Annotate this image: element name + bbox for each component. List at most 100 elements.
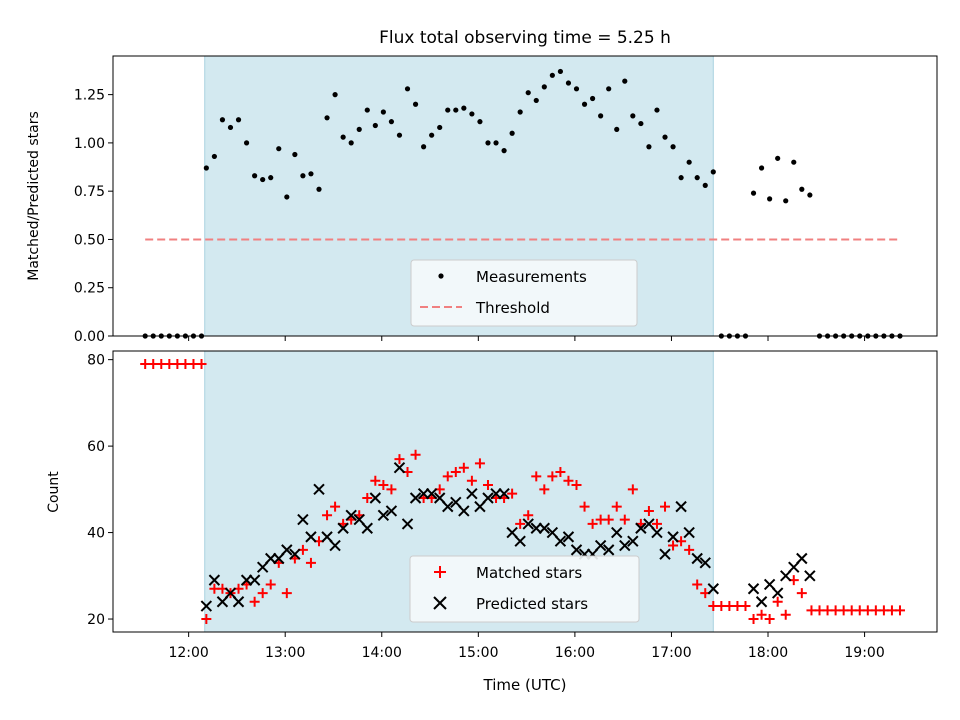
top-y-axis-label: Matched/Predicted stars — [26, 111, 42, 281]
top-y-tick-label: 1.00 — [74, 136, 105, 152]
measurement-point — [758, 165, 765, 171]
predicted-star-point — [232, 596, 245, 608]
predicted-star-point — [353, 513, 365, 526]
predicted-star-point — [771, 587, 784, 599]
chart-title: Flux total observing time = 5.25 h — [379, 28, 671, 48]
measurement-point — [799, 186, 805, 192]
predicted-star-point — [256, 561, 269, 573]
measurement-point — [630, 113, 636, 119]
bottom-x-tick-label: 15:00 — [458, 645, 498, 661]
matched-star-point — [330, 501, 341, 512]
predicted-star-point — [667, 531, 679, 543]
measurement-point — [702, 182, 708, 188]
predicted-star-point — [788, 561, 800, 573]
bottom-x-tick-label: 17:00 — [651, 645, 691, 661]
measurement-point — [227, 124, 234, 131]
measurement-point — [235, 117, 242, 123]
matched-star-point — [772, 596, 783, 607]
matched-star-point — [555, 467, 566, 478]
measurement-point — [517, 109, 523, 115]
measurement-point — [300, 173, 306, 179]
top-x-axis — [188, 336, 866, 341]
predicted-star-point — [546, 526, 559, 539]
measurement-point — [356, 126, 362, 132]
bottom-x-axis: 12:00 13:00 14:00 15:00 16:00 17:00 18:00 19:00 — [168, 632, 885, 661]
predicted-star-point — [200, 600, 213, 612]
measurement-point — [292, 151, 298, 158]
measurement-point — [324, 115, 330, 121]
matched-star-point — [619, 514, 630, 525]
matched-star-point — [201, 614, 212, 625]
measurement-point — [276, 146, 282, 152]
predicted-star-point — [538, 522, 551, 534]
matched-star-point — [603, 514, 614, 525]
predicted-star-point — [409, 492, 422, 504]
measurement-point — [606, 86, 612, 92]
measurement-point — [509, 130, 515, 136]
predicted-star-point — [562, 531, 575, 543]
measurement-point — [316, 186, 322, 192]
measurement-point — [614, 126, 620, 132]
matched-star-point — [450, 467, 461, 478]
predicted-star-point — [651, 526, 663, 539]
matched-star-point — [466, 475, 477, 486]
predicted-star-point — [450, 496, 462, 509]
measurement-point — [429, 132, 435, 138]
predicted-star-point — [433, 492, 446, 504]
bottom-y-tick-label: 20 — [87, 612, 105, 628]
predicted-star-point — [747, 583, 760, 595]
predicted-star-point — [482, 492, 494, 504]
matched-star-point — [660, 501, 671, 512]
ratio-panel: 0.00 0.25 0.50 0.75 1.00 1.25 Matched/Predict… — [26, 55, 938, 345]
predicted-star-point — [619, 539, 631, 552]
predicted-star-point — [474, 500, 486, 513]
matched-star-point — [563, 475, 574, 486]
bottom-x-tick-label: 18:00 — [748, 645, 788, 661]
bottom-x-tick-label: 16:00 — [555, 645, 595, 661]
measurement-point — [396, 132, 403, 138]
predicted-star-point — [796, 552, 808, 565]
matched-star-point — [386, 484, 397, 495]
predicted-star-point — [369, 492, 382, 504]
predicted-star-point — [643, 518, 655, 530]
measurement-point — [453, 107, 459, 113]
predicted-star-point — [804, 570, 816, 582]
measurement-point — [581, 101, 588, 107]
legend-measurements-marker — [438, 273, 444, 279]
top-legend: Measurements Threshold — [410, 259, 638, 327]
predicted-star-point — [570, 544, 583, 556]
count-points — [140, 358, 905, 625]
predicted-star-point — [281, 544, 293, 556]
matched-star-point — [547, 471, 558, 482]
top-y-axis: 0.00 0.25 0.50 0.75 1.00 1.25 — [74, 88, 113, 345]
bottom-legend-box — [409, 555, 640, 623]
measurement-point — [477, 119, 483, 125]
predicted-star-point — [611, 526, 623, 539]
top-y-tick-label: 0.75 — [74, 184, 105, 200]
matched-star-point — [482, 480, 493, 491]
measurement-point — [284, 194, 290, 200]
matched-star-point — [627, 484, 638, 495]
bottom-plot-frame — [112, 350, 938, 633]
predicted-star-point — [289, 548, 301, 560]
predicted-star-point — [683, 526, 695, 539]
measurement-point — [260, 176, 266, 183]
measurement-point — [598, 113, 604, 119]
legend-measurements-label: Measurements — [476, 268, 587, 286]
bottom-x-tick-label: 12:00 — [168, 645, 208, 661]
measurement-point — [622, 78, 628, 84]
measurement-point — [710, 169, 716, 175]
matched-star-point — [531, 471, 542, 482]
top-y-tick-label: 0.50 — [74, 232, 105, 248]
matched-star-point — [265, 579, 276, 590]
legend-predicted-marker — [433, 596, 447, 610]
measurement-point — [243, 140, 250, 146]
measurement-point — [211, 153, 217, 160]
predicted-star-point — [401, 518, 414, 530]
matched-star-point — [611, 501, 622, 512]
bottom-y-tick-label: 80 — [87, 353, 105, 369]
bottom-y-tick-label: 60 — [87, 439, 105, 455]
bottom-x-axis-label: Time (UTC) — [483, 676, 567, 694]
measurement-point — [308, 171, 314, 177]
